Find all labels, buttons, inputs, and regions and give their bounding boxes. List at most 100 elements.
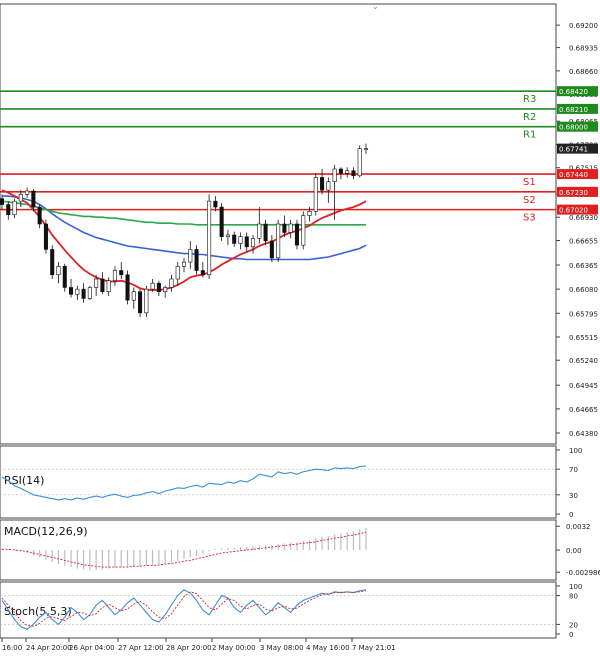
price-tick-label: 0.65795	[569, 310, 598, 318]
rsi-tick-label: 30	[569, 492, 578, 500]
candle-body	[163, 287, 168, 292]
candle-body	[257, 223, 262, 239]
rsi-line	[1, 465, 367, 501]
candle-body	[263, 223, 268, 242]
candle-body	[307, 211, 312, 216]
price-tick-label: 0.68660	[569, 68, 598, 76]
price-tick-label: 0.65240	[569, 357, 598, 365]
candle-body	[276, 223, 281, 259]
candle-body	[338, 168, 343, 174]
current-price-label: 0.67741	[559, 146, 588, 154]
rsi-title: RSI(14)	[4, 474, 44, 487]
candle-body	[12, 200, 17, 215]
time-tick-label: 7 May 21:01	[352, 644, 396, 652]
top-marker: ⌄	[372, 2, 379, 11]
candle-body	[94, 278, 99, 288]
candle-body	[112, 270, 117, 281]
candle-body	[188, 249, 193, 263]
candle-body	[320, 177, 325, 191]
candle-body	[232, 234, 237, 244]
time-tick-label: 26 Apr 04:00	[69, 644, 115, 652]
candle-body	[332, 168, 337, 182]
candle-body	[56, 266, 61, 276]
stoch-lines	[1, 589, 367, 630]
level-price-label: 0.68000	[559, 124, 588, 132]
rsi-polyline	[1, 465, 367, 501]
rsi-tick-label: 70	[569, 466, 578, 474]
candle-body	[75, 288, 80, 295]
level-price-label: 0.68420	[559, 88, 588, 96]
candle-body	[150, 282, 155, 290]
rsi-panel: RSI(14) 100 70 30 0	[0, 445, 582, 519]
current-price-marker: 0.67741	[557, 143, 598, 154]
candle-body	[43, 223, 48, 250]
candle-body	[131, 291, 136, 301]
candle-body	[294, 223, 299, 246]
price-tick-label: 0.64665	[569, 406, 598, 414]
price-tick-label: 0.66655	[569, 238, 598, 246]
time-tick-label: 28 Apr 20:00	[166, 644, 212, 652]
candle-body	[301, 215, 306, 246]
level-price-box	[557, 169, 598, 180]
price-tick-label: 0.66365	[569, 262, 598, 270]
candle-body	[106, 280, 111, 292]
level-name: S2	[523, 195, 536, 206]
candle-body	[156, 282, 161, 292]
candle-body	[200, 270, 205, 276]
price-panel: 0.692000.689350.686600.683850.680650.677…	[0, 2, 598, 445]
stoch-main-line	[1, 589, 367, 630]
candle-body	[357, 148, 362, 177]
time-tick-label: 24 Apr 20:00	[26, 644, 72, 652]
time-tick-label: 3 May 08:00	[260, 644, 304, 652]
candle-body	[175, 266, 180, 280]
stoch-signal-line	[1, 590, 367, 627]
rsi-tick-label: 0	[569, 511, 573, 519]
candle-body	[37, 206, 42, 225]
stoch-tick-label: 0	[569, 631, 573, 639]
stoch-panel: Stoch(5,5,3) 100 80 20 0	[0, 581, 582, 639]
candle-body	[238, 236, 243, 244]
level-price-box	[557, 121, 598, 132]
time-tick-label: 4 May 16:00	[306, 644, 350, 652]
price-tick-label: 0.67515	[569, 165, 598, 173]
rsi-axis: 100 70 30 0	[0, 447, 582, 519]
price-tick-label: 0.65515	[569, 334, 598, 342]
candle-body	[0, 198, 5, 205]
ma-mid-line	[1, 200, 366, 226]
level-price-label: 0.67230	[559, 189, 588, 197]
price-tick-label: 0.66930	[569, 214, 598, 222]
candle-body	[181, 261, 187, 267]
candle-body	[138, 291, 143, 314]
candle-body	[6, 204, 11, 215]
candle-body	[100, 278, 105, 292]
stoch-tick-label: 100	[569, 583, 582, 591]
stoch-axis: 100 80 20 0	[0, 583, 582, 639]
candle-body	[326, 181, 331, 191]
time-tick-label: 27 Apr 12:00	[118, 644, 164, 652]
candle-body	[119, 270, 124, 276]
macd-tick-label: 0.0032	[566, 523, 591, 531]
candle-body	[31, 190, 36, 208]
level-name: R2	[523, 112, 536, 123]
candle-body	[219, 206, 224, 237]
candle-body	[244, 236, 249, 248]
level-price-box	[557, 204, 598, 215]
candle-body	[213, 200, 218, 208]
level-price-label: 0.67440	[559, 171, 588, 179]
candle-body	[81, 288, 86, 299]
candle-body	[144, 288, 149, 314]
ma-slow-line	[2, 195, 367, 261]
candle-body	[288, 223, 293, 233]
level-name: S1	[523, 177, 536, 188]
level-price-box	[557, 103, 598, 114]
candle-body	[313, 177, 318, 212]
candlesticks	[0, 143, 369, 318]
macd-axis: 0.0032 0.00 -0.002986	[556, 523, 600, 577]
candle-body	[351, 170, 356, 177]
time-tick-label: 16:00	[2, 644, 22, 652]
candle-body	[50, 249, 55, 276]
level-price-box	[557, 86, 598, 97]
candle-body	[363, 148, 369, 150]
